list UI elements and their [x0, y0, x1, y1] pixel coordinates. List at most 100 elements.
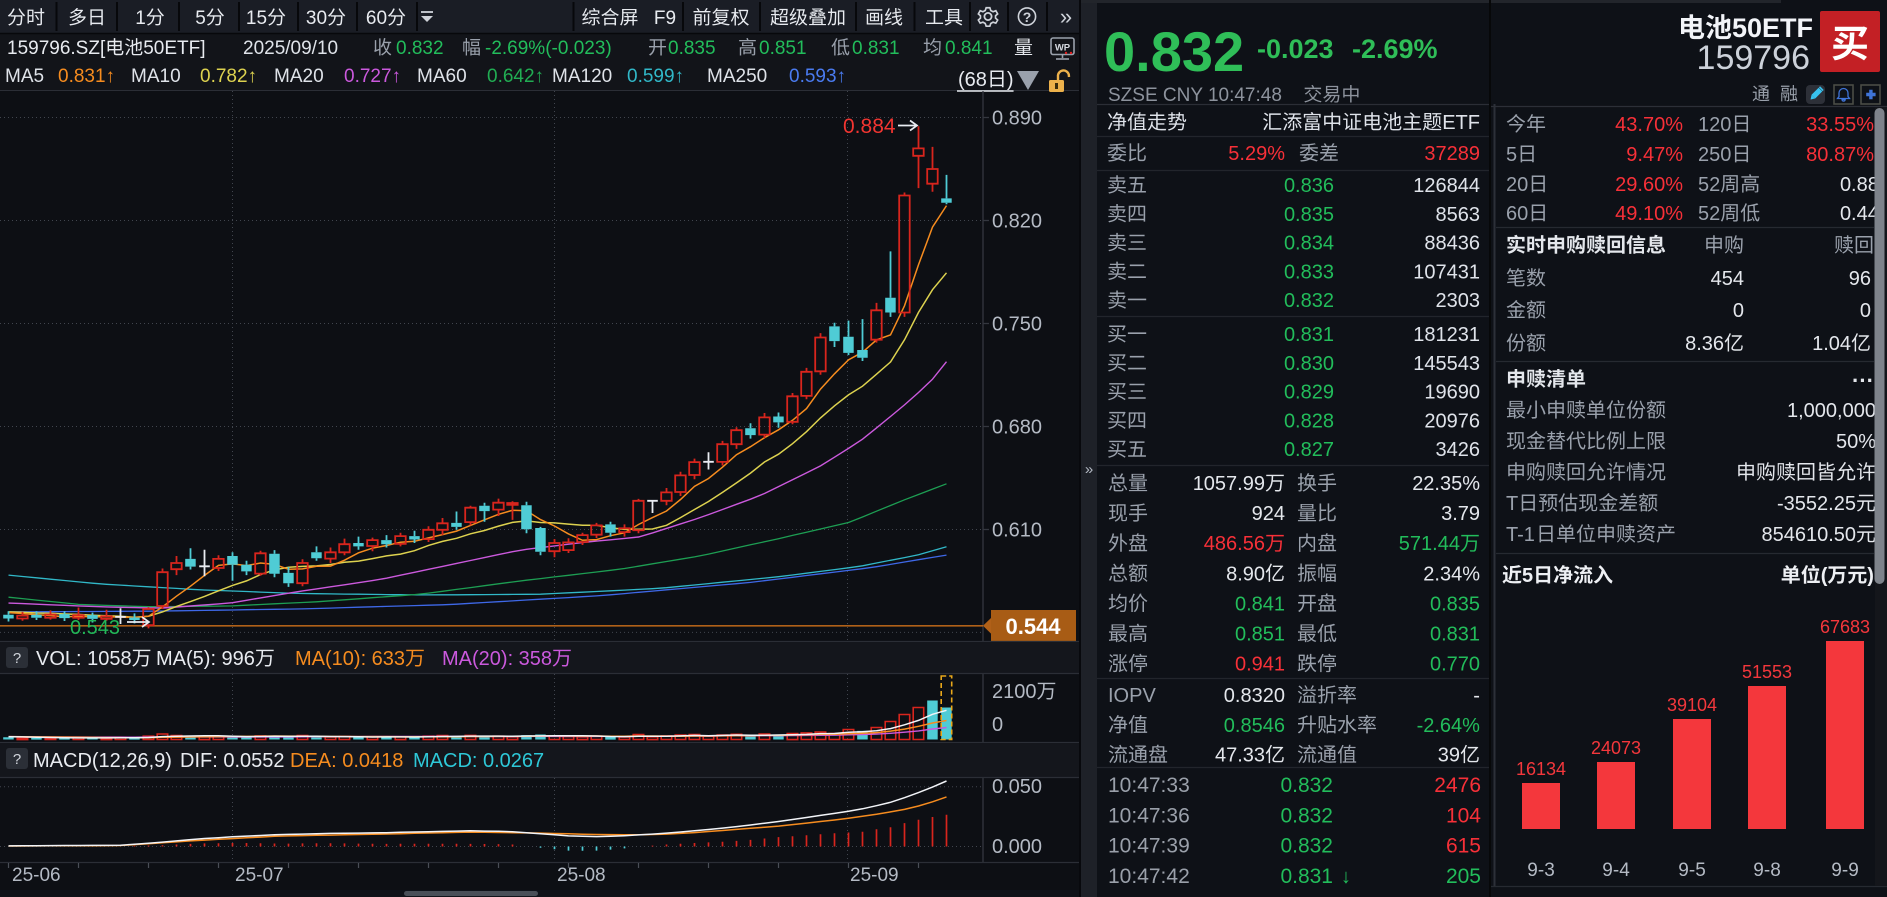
svg-text:20976: 20976 — [1424, 410, 1480, 432]
svg-text:-2.64%: -2.64% — [1417, 715, 1481, 737]
svg-text:0.727↑: 0.727↑ — [344, 66, 401, 87]
svg-text:0.836: 0.836 — [1284, 175, 1334, 197]
svg-text:2025/09/10: 2025/09/10 — [243, 38, 338, 59]
svg-text:181231: 181231 — [1413, 324, 1480, 346]
svg-text:88436: 88436 — [1424, 233, 1480, 255]
svg-text:»: » — [1060, 4, 1072, 29]
svg-text:39: 39 — [1438, 745, 1460, 767]
svg-text:0.832: 0.832 — [1280, 774, 1333, 797]
svg-text:37289: 37289 — [1424, 143, 1480, 165]
svg-text:10:47:36: 10:47:36 — [1108, 804, 1190, 827]
svg-text:80.87%: 80.87% — [1806, 144, 1874, 166]
svg-text:0.599↑: 0.599↑ — [627, 66, 684, 87]
svg-text:1057.99: 1057.99 — [1193, 473, 1265, 495]
svg-text:9-9: 9-9 — [1831, 860, 1858, 881]
svg-text:MA120: MA120 — [552, 66, 612, 87]
svg-text:0.890: 0.890 — [992, 108, 1042, 130]
svg-text:0.782↑: 0.782↑ — [200, 66, 257, 87]
svg-text:0.827: 0.827 — [1284, 439, 1334, 461]
svg-text:16134: 16134 — [1516, 759, 1566, 779]
svg-text:486.56: 486.56 — [1204, 533, 1265, 555]
svg-text:SZSE CNY 10:47:48: SZSE CNY 10:47:48 — [1108, 85, 1282, 106]
svg-text:-2.69%(-0.023): -2.69%(-0.023) — [485, 38, 612, 59]
svg-text:0.680: 0.680 — [992, 417, 1042, 439]
svg-text:0.884: 0.884 — [843, 115, 896, 138]
svg-text:0.832: 0.832 — [1104, 20, 1244, 83]
svg-text:1: 1 — [135, 8, 146, 29]
svg-text:454: 454 — [1711, 268, 1744, 290]
svg-text:2.34%: 2.34% — [1423, 563, 1480, 585]
svg-text:MA(5): 996: MA(5): 996 — [156, 648, 255, 670]
svg-text:9-5: 9-5 — [1678, 860, 1705, 881]
svg-text:0.830: 0.830 — [1284, 353, 1334, 375]
svg-text:104: 104 — [1446, 804, 1481, 827]
svg-text:ETF: ETF — [1442, 112, 1480, 134]
svg-text:51553: 51553 — [1742, 662, 1792, 682]
svg-text:107431: 107431 — [1413, 261, 1480, 283]
svg-text:47.33: 47.33 — [1215, 745, 1265, 767]
svg-text:60: 60 — [366, 8, 387, 29]
svg-text:?: ? — [13, 751, 21, 768]
svg-text:0.832: 0.832 — [1280, 835, 1333, 858]
svg-text:9.47%: 9.47% — [1626, 144, 1683, 166]
svg-text:39104: 39104 — [1667, 695, 1717, 715]
svg-text:···: ··· — [1852, 368, 1874, 393]
svg-text:5: 5 — [1506, 144, 1517, 166]
svg-text:205: 205 — [1446, 865, 1481, 888]
svg-text:0.831: 0.831 — [1284, 324, 1334, 346]
svg-text:0.835: 0.835 — [1284, 204, 1334, 226]
svg-text:50%: 50% — [1836, 431, 1876, 453]
svg-text:9-3: 9-3 — [1527, 860, 1554, 881]
svg-text:0.593↑: 0.593↑ — [789, 66, 846, 87]
svg-text:(68: (68 — [958, 69, 987, 91]
svg-text:0.831↑: 0.831↑ — [58, 66, 115, 87]
svg-text:F9: F9 — [654, 8, 676, 29]
svg-text:120: 120 — [1698, 114, 1731, 136]
svg-text:0.841: 0.841 — [1235, 593, 1285, 615]
svg-text:0.750: 0.750 — [992, 314, 1042, 336]
svg-text:30: 30 — [306, 8, 327, 29]
svg-text:145543: 145543 — [1413, 353, 1480, 375]
svg-text:0.000: 0.000 — [992, 836, 1042, 858]
svg-text:-0.023: -0.023 — [1257, 34, 1334, 64]
svg-text:52: 52 — [1698, 203, 1720, 225]
svg-text:0.832: 0.832 — [1280, 804, 1333, 827]
svg-text:-3552.25: -3552.25 — [1777, 493, 1856, 515]
svg-text:0.770: 0.770 — [1430, 654, 1480, 676]
svg-text:10:47:39: 10:47:39 — [1108, 835, 1190, 858]
svg-text:25-07: 25-07 — [235, 865, 284, 886]
svg-text:8.90: 8.90 — [1226, 563, 1265, 585]
svg-text:8563: 8563 — [1436, 204, 1481, 226]
svg-text:MA(20): 358: MA(20): 358 — [442, 648, 552, 670]
svg-text:0.642↑: 0.642↑ — [487, 66, 544, 87]
svg-text:571.44: 571.44 — [1399, 533, 1460, 555]
svg-text:MACD(12,26,9): MACD(12,26,9) — [33, 750, 172, 772]
svg-text:96: 96 — [1849, 268, 1871, 290]
svg-text:2476: 2476 — [1434, 774, 1481, 797]
svg-text:2303: 2303 — [1436, 290, 1481, 312]
svg-text:MA5: MA5 — [5, 66, 44, 87]
svg-text:?: ? — [13, 650, 21, 667]
svg-text:0.941: 0.941 — [1235, 654, 1285, 676]
svg-text:49.10%: 49.10% — [1615, 203, 1683, 225]
svg-text:3426: 3426 — [1436, 439, 1481, 461]
svg-text:25-09: 25-09 — [850, 865, 899, 886]
svg-text:0: 0 — [1860, 300, 1871, 322]
svg-text:1,000,000: 1,000,000 — [1787, 400, 1876, 422]
svg-text:25-08: 25-08 — [557, 865, 606, 886]
svg-text:126844: 126844 — [1413, 175, 1480, 197]
svg-text:MA20: MA20 — [274, 66, 324, 87]
svg-text:22.35%: 22.35% — [1412, 473, 1480, 495]
svg-text:1.04: 1.04 — [1812, 333, 1851, 355]
svg-text:24073: 24073 — [1591, 738, 1641, 758]
svg-text:43.70%: 43.70% — [1615, 114, 1683, 136]
svg-text:2100: 2100 — [992, 681, 1037, 703]
svg-text:0.543: 0.543 — [70, 617, 120, 639]
svg-text:IOPV: IOPV — [1108, 685, 1156, 707]
svg-text:0.832: 0.832 — [1284, 290, 1334, 312]
svg-text:0.831: 0.831 — [1280, 865, 1333, 888]
svg-text:159796: 159796 — [1697, 39, 1810, 77]
svg-text:5.29%: 5.29% — [1228, 143, 1285, 165]
svg-text:50ETF: 50ETF — [1732, 13, 1813, 43]
svg-text:T: T — [1506, 493, 1518, 515]
